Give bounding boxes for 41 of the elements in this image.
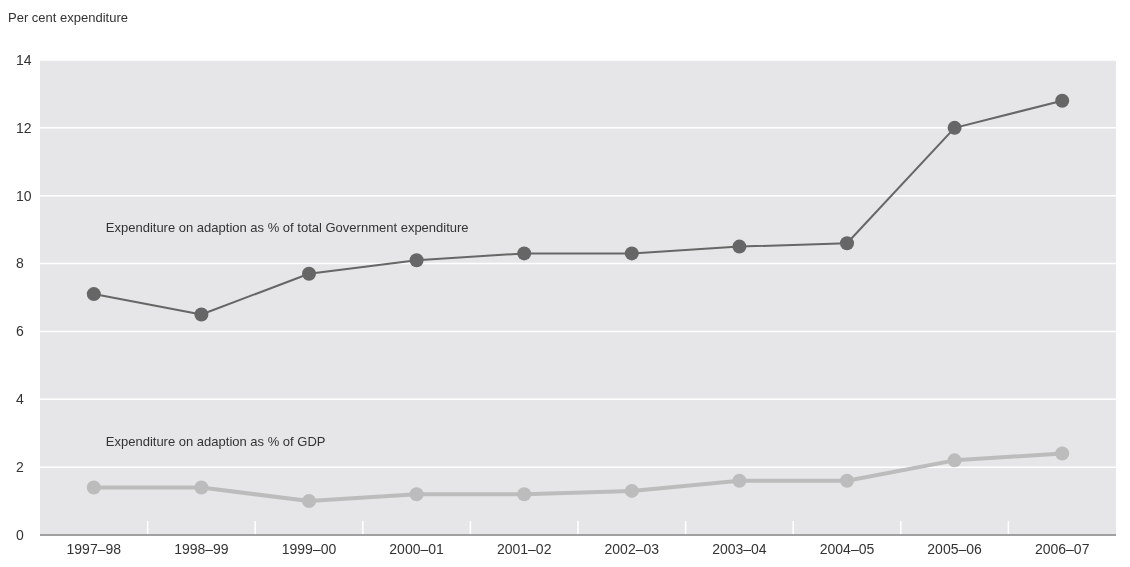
point [409,253,424,268]
x-tick-label: 2004–05 [819,541,875,557]
y-tick-label: 12 [16,119,32,136]
point [624,483,639,498]
point [86,480,101,495]
x-tick-label: 2006–07 [1034,541,1090,557]
y-axis-title: Per cent expenditure [8,10,128,25]
point [1055,446,1070,461]
point [86,287,101,302]
text: Expenditure on adaption as % of GDP [105,433,326,449]
x-tick-label: 2002–03 [604,541,660,557]
point [1055,93,1070,108]
x-tick-label: 1999–00 [281,541,337,557]
x-tick-label: 2003–04 [712,541,767,557]
y-tick-label: 10 [16,187,32,204]
point [624,246,639,261]
x-tick-label: 1997–98 [66,541,122,557]
point [194,307,209,322]
point [194,480,209,495]
point [517,246,532,261]
point [409,487,424,502]
point [732,473,747,488]
point [947,120,962,135]
x-tick-label: 2005–06 [927,541,983,557]
point [947,453,962,468]
y-tick-label: 14 [16,51,32,68]
point [840,473,854,488]
y-tick-label: 0 [16,526,24,543]
point [840,236,854,251]
x-tick-label: 2000–01 [389,541,445,557]
point [517,487,532,502]
point [302,494,316,509]
y-tick-label: 6 [16,323,24,340]
y-tick-label: 4 [16,391,24,408]
y-tick-label: 2 [16,459,24,476]
x-tick-label: 2001–02 [496,541,552,557]
point [302,266,316,281]
y-tick-label: 8 [16,255,24,272]
x-tick-label: 1998–99 [174,541,229,557]
series-label: Expenditure on adaption as % of total Government expenditure [105,220,469,236]
point [732,239,747,254]
